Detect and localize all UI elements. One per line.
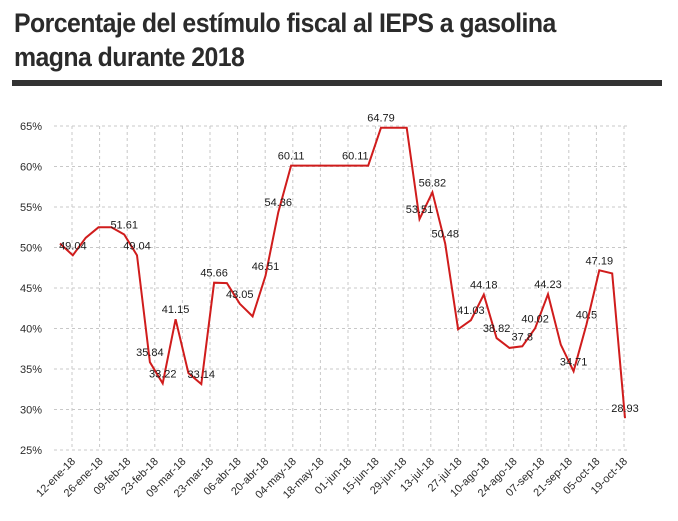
y-tick-label: 55% <box>20 202 42 214</box>
data-label: 33.22 <box>149 368 177 380</box>
data-label: 37.8 <box>512 331 533 343</box>
y-tick-label: 45% <box>20 283 42 295</box>
data-label: 54.36 <box>265 197 293 209</box>
data-label: 44.23 <box>534 279 562 291</box>
data-label: 64.79 <box>367 113 395 125</box>
data-label: 46.51 <box>252 261 280 273</box>
data-label: 49.04 <box>123 240 151 252</box>
y-tick-label: 60% <box>20 162 42 174</box>
data-label: 40.02 <box>521 313 549 325</box>
data-label: 53.51 <box>406 204 434 216</box>
data-label: 38.82 <box>483 323 511 335</box>
y-tick-label: 65% <box>20 121 42 133</box>
x-axis: 12-ene-1826-ene-1809-feb-1823-feb-1809-m… <box>34 456 630 502</box>
data-label: 49.04 <box>59 240 87 252</box>
series-line <box>59 126 626 419</box>
data-label: 60.11 <box>278 151 305 163</box>
y-tick-label: 25% <box>20 445 42 457</box>
data-label: 60.11 <box>342 151 369 163</box>
chart-title: Porcentaje del estímulo fiscal al IEPS a… <box>14 8 556 72</box>
data-label: 28.93 <box>611 403 639 415</box>
data-label: 45.66 <box>200 268 228 280</box>
data-label: 51.61 <box>110 219 138 231</box>
data-label: 43.05 <box>226 289 254 301</box>
y-tick-label: 30% <box>20 405 42 417</box>
series-layer <box>59 126 626 419</box>
data-label: 47.19 <box>586 255 614 267</box>
y-tick-label: 50% <box>20 243 42 255</box>
y-tick-label: 40% <box>20 324 42 336</box>
data-label: 41.03 <box>457 305 485 317</box>
data-labels: 49.04 51.61 49.04 35.84 33.22 41.15 33.14 45.66… <box>59 113 639 415</box>
y-axis: 25% 30% 35% 40% 45% 50% 55% 60% 65% <box>20 121 42 457</box>
data-label: 34.71 <box>560 356 588 368</box>
data-label: 41.15 <box>162 304 190 316</box>
data-label: 50.48 <box>431 229 459 241</box>
data-label: 56.82 <box>419 177 447 189</box>
data-label: 40.5 <box>576 309 597 321</box>
data-label: 35.84 <box>136 347 164 359</box>
data-label: 44.18 <box>470 280 498 292</box>
title-divider <box>12 80 662 86</box>
y-tick-label: 35% <box>20 364 42 376</box>
data-label: 33.14 <box>187 369 215 381</box>
grid-lines <box>54 125 628 451</box>
